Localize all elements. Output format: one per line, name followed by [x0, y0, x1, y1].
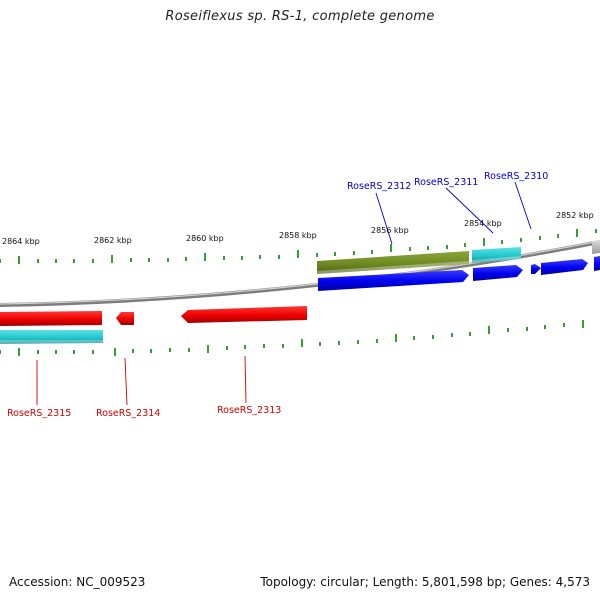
gene-arrow-2314[interactable] — [116, 312, 134, 325]
gene-label[interactable]: RoseRS_2312 — [347, 181, 411, 192]
length-label: Length: — [372, 575, 419, 589]
gene-label[interactable]: RoseRS_2311 — [414, 177, 478, 188]
gene-arrow-2312[interactable] — [318, 270, 469, 291]
accession-label: Accession: — [9, 575, 73, 589]
kbp-tick-label: 2856 kbp — [371, 226, 409, 235]
gene-arrow-2313[interactable] — [181, 306, 307, 323]
topology-value: circular — [320, 575, 365, 589]
gene-callouts — [36, 181, 532, 406]
gene-feature-2312[interactable] — [317, 251, 469, 274]
gene-label[interactable]: RoseRS_2310 — [484, 171, 548, 182]
kbp-tick-label: 2864 kbp — [2, 237, 40, 246]
gene-arrow-2311[interactable] — [473, 265, 523, 281]
accession-value: NC_009523 — [76, 575, 146, 589]
accession-info: Accession: NC_009523 — [9, 575, 145, 589]
genome-summary: Topology: circular; Length: 5,801,598 bp… — [260, 575, 590, 589]
length-value: 5,801,598 bp — [421, 575, 502, 589]
genes-value: 4,573 — [555, 575, 590, 589]
reverse-cds-track — [0, 306, 307, 326]
lower-tick-ruler — [0, 320, 584, 356]
kbp-tick-label: 2862 kbp — [94, 236, 132, 245]
kbp-tick-label: 2852 kbp — [556, 211, 594, 220]
gene-label[interactable]: RoseRS_2314 — [96, 408, 160, 419]
gene-label[interactable]: RoseRS_2313 — [217, 405, 281, 416]
forward-cds-track — [318, 256, 600, 291]
forward-feature-track — [317, 240, 600, 274]
upper-tick-ruler — [0, 229, 597, 264]
gene-label[interactable]: RoseRS_2315 — [7, 408, 71, 419]
gene-arrow-small[interactable] — [531, 264, 541, 274]
gene-arrow-2315[interactable] — [0, 311, 102, 326]
kbp-tick-label: 2858 kbp — [279, 231, 317, 240]
kbp-tick-label: 2860 kbp — [186, 234, 224, 243]
gene-feature-offscreen[interactable] — [592, 240, 600, 254]
gene-arrow-offscreen[interactable] — [594, 256, 600, 271]
gene-feature-2311[interactable] — [472, 247, 521, 263]
gene-arrow-2310[interactable] — [541, 259, 588, 275]
gene-feature-2315[interactable] — [0, 330, 103, 344]
genes-label: Genes: — [509, 575, 552, 589]
page-title: Roseiflexus sp. RS-1, complete genome — [165, 9, 435, 24]
reverse-feature-track — [0, 330, 103, 344]
topology-label: Topology: — [260, 575, 317, 589]
